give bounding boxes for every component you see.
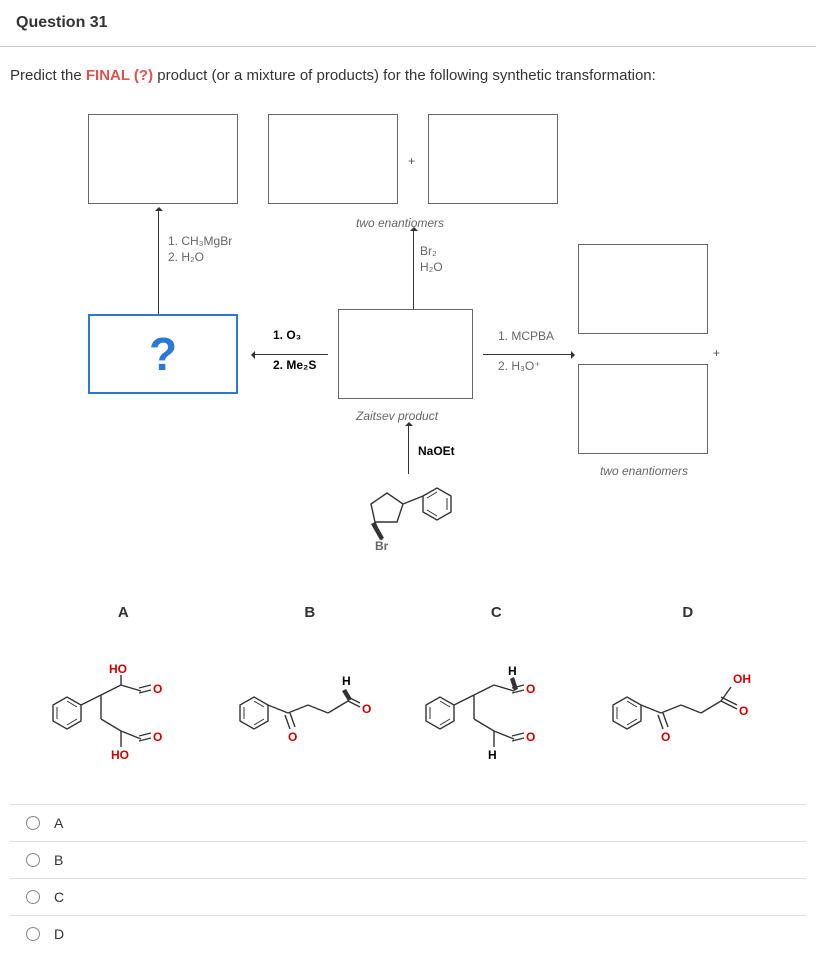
ozone-line2: 2. Me₂S xyxy=(273,358,316,372)
arrow-naoet xyxy=(408,424,409,474)
svg-text:O: O xyxy=(362,702,371,716)
br2-line: Br₂ xyxy=(420,244,437,258)
structure-a: O HO O HO xyxy=(43,641,203,771)
answer-label-b: B xyxy=(230,604,390,621)
structure-d: O O OH xyxy=(603,641,773,771)
prompt-text: Predict the FINAL (?) product (or a mixt… xyxy=(10,67,806,84)
structure-b: O H O xyxy=(230,641,390,771)
two-enantiomers-right: two enantiomers xyxy=(600,464,688,480)
answer-label-a: A xyxy=(43,604,203,621)
grignard-line1: 1. CH₃MgBr xyxy=(168,234,232,248)
question-number: Question 31 xyxy=(16,14,108,31)
option-b[interactable]: B xyxy=(10,841,806,878)
answer-col-b: B O H O xyxy=(230,604,390,774)
option-a-label: A xyxy=(54,815,63,831)
mcpba-line1: 1. MCPBA xyxy=(498,329,554,343)
answer-label-c: C xyxy=(416,604,576,621)
svg-text:H: H xyxy=(508,664,517,678)
svg-text:H: H xyxy=(488,748,497,762)
arrow-up-left xyxy=(158,209,159,314)
zaitsev-label: Zaitsev product xyxy=(356,409,438,425)
box-right-1 xyxy=(578,244,708,334)
answer-col-d: D O O OH xyxy=(603,604,773,774)
mcpba-label: 1. MCPBA xyxy=(498,329,554,345)
starting-material-svg xyxy=(353,476,473,556)
reaction-diagram: + two enantiomers 1. CH₃MgBr 2. H₂O Br₂ … xyxy=(78,114,738,584)
svg-text:O: O xyxy=(526,682,535,696)
plus-right: + xyxy=(713,346,720,360)
svg-text:H: H xyxy=(342,674,351,688)
arrow-up-mid xyxy=(413,229,414,314)
option-c-label: C xyxy=(54,889,64,905)
grignard-line2: 2. H₂O xyxy=(168,250,204,264)
answer-col-a: A O HO xyxy=(43,604,203,774)
box-top-1 xyxy=(88,114,238,204)
ho-bot: HO xyxy=(111,748,129,762)
answer-col-c: C O H O xyxy=(416,604,576,774)
radio-icon xyxy=(26,816,40,830)
answer-row: A O HO xyxy=(10,604,806,774)
svg-text:OH: OH xyxy=(733,672,751,686)
br-atom: Br xyxy=(375,539,388,555)
naoet-label: NaOEt xyxy=(418,444,455,460)
final-product-box: ? xyxy=(88,314,238,394)
svg-text:O: O xyxy=(288,730,297,744)
question-content: Predict the FINAL (?) product (or a mixt… xyxy=(0,47,816,952)
option-c[interactable]: C xyxy=(10,878,806,915)
o-bot: O xyxy=(153,730,162,744)
box-mid xyxy=(338,309,473,399)
option-d[interactable]: D xyxy=(10,915,806,952)
option-b-label: B xyxy=(54,852,63,868)
radio-icon xyxy=(26,890,40,904)
svg-text:O: O xyxy=(739,704,748,718)
option-d-label: D xyxy=(54,926,64,942)
grignard-label: 1. CH₃MgBr 2. H₂O xyxy=(168,234,232,265)
two-enantiomers-top: two enantiomers xyxy=(356,216,444,232)
box-top-3 xyxy=(428,114,558,204)
mcpba-line2: 2. H₃O⁺ xyxy=(498,359,541,373)
mcpba-label2: 2. H₃O⁺ xyxy=(498,359,541,375)
box-top-2 xyxy=(268,114,398,204)
prompt-before: Predict the xyxy=(10,67,86,84)
svg-text:O: O xyxy=(661,730,670,744)
o-top: O xyxy=(153,682,162,696)
arrow-mcpba xyxy=(483,354,573,355)
ozone-label: 1. O₃ xyxy=(273,328,301,344)
prompt-after: product (or a mixture of products) for t… xyxy=(153,67,656,84)
plus-top: + xyxy=(408,154,415,168)
ozone-label2: 2. Me₂S xyxy=(273,358,316,374)
box-right-2 xyxy=(578,364,708,454)
svg-text:O: O xyxy=(526,730,535,744)
ho-top: HO xyxy=(109,662,127,676)
options-list: A B C D xyxy=(10,804,806,952)
answer-label-d: D xyxy=(603,604,773,621)
radio-icon xyxy=(26,853,40,867)
prompt-final: FINAL (?) xyxy=(86,67,153,84)
option-a[interactable]: A xyxy=(10,804,806,841)
starting-material: Br xyxy=(353,476,473,559)
structure-c: O H O H xyxy=(416,641,576,771)
ozone-line1: 1. O₃ xyxy=(273,328,301,342)
radio-icon xyxy=(26,927,40,941)
arrow-ozone xyxy=(253,354,328,355)
br2-label: Br₂ H₂O xyxy=(420,244,443,275)
question-header: Question 31 xyxy=(0,0,816,47)
h2o-line: H₂O xyxy=(420,260,443,274)
